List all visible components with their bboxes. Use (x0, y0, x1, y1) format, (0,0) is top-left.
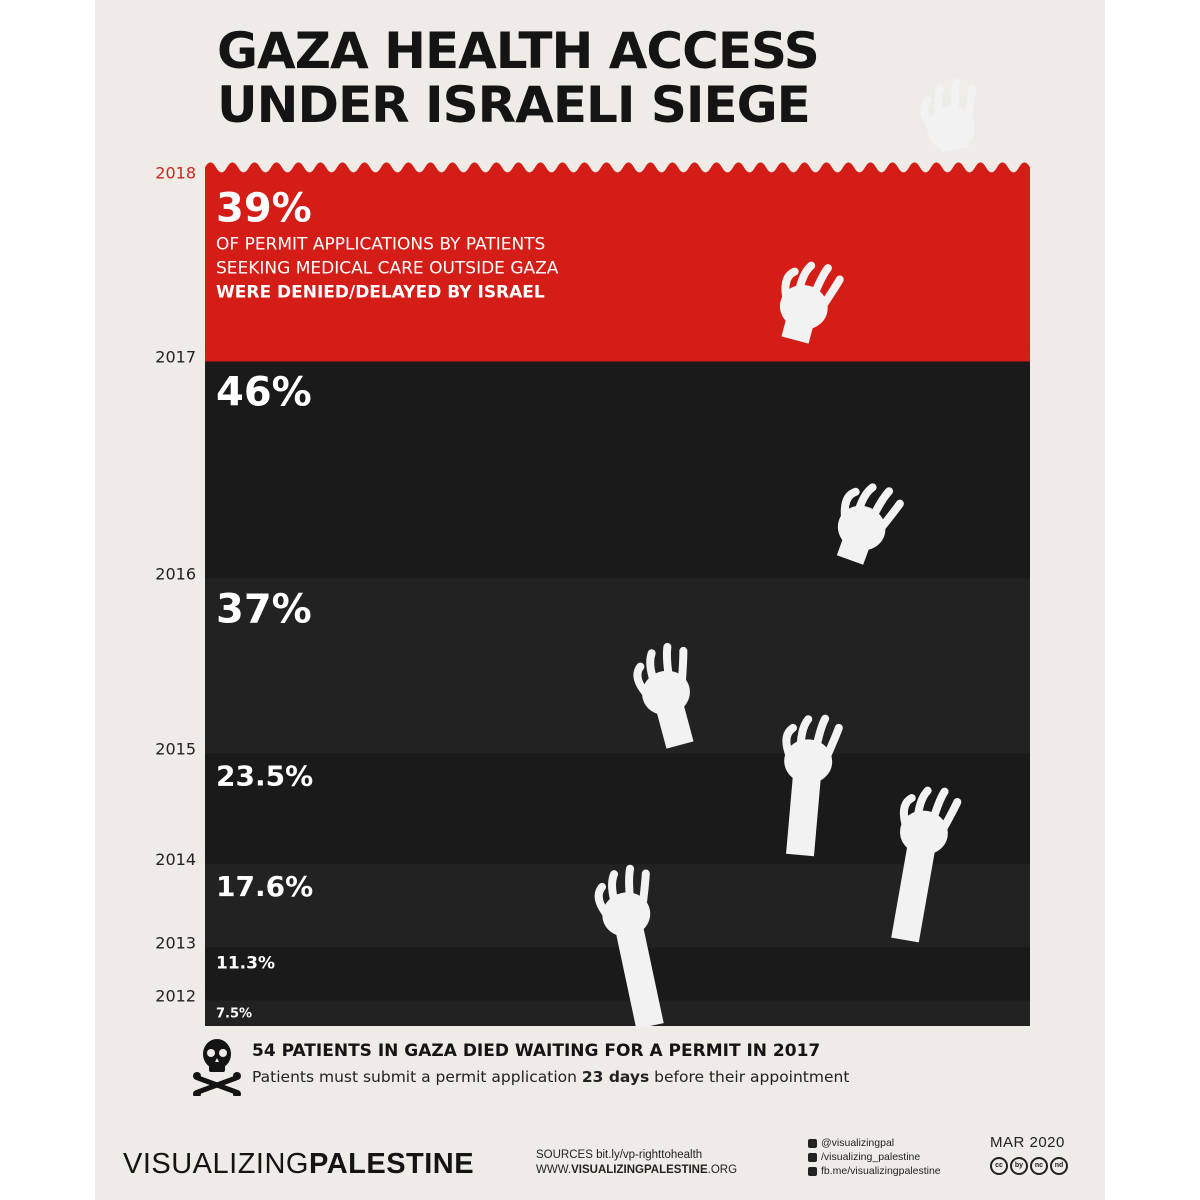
social-links: @visualizingpal /visualizing_palestine f… (808, 1136, 941, 1178)
value-label-2012: 7.5% (216, 1007, 252, 1022)
nc-icon: nc (1030, 1157, 1048, 1175)
annotation-line3: WERE DENIED/DELAYED BY ISRAEL (216, 282, 545, 302)
hand-icon (779, 261, 844, 344)
bar-2017 (205, 346, 1030, 579)
chart-title: GAZA HEALTH ACCESS UNDER ISRAELI SIEGE (217, 24, 977, 132)
permit-note: Patients must submit a permit applicatio… (252, 1068, 850, 1086)
cc-icon: cc (990, 1157, 1008, 1175)
deaths-headline: 54 PATIENTS IN GAZA DIED WAITING FOR A P… (252, 1041, 821, 1061)
nd-icon: nd (1050, 1157, 1068, 1175)
year-label-2017: 2017 (155, 348, 196, 367)
year-label-2016: 2016 (155, 565, 196, 584)
instagram-link[interactable]: /visualizing_palestine (808, 1150, 941, 1164)
value-label-2016: 37% (216, 587, 312, 633)
sources-block: SOURCES bit.ly/vp-righttohealth WWW.VISU… (536, 1148, 737, 1178)
title-line-1: GAZA HEALTH ACCESS (217, 22, 820, 80)
publish-date: MAR 2020 (990, 1134, 1065, 1151)
year-label-2014: 2014 (155, 850, 196, 869)
year-label-2012: 2012 (155, 987, 196, 1006)
facebook-icon (808, 1166, 817, 1176)
value-label-2014: 17.6% (216, 870, 313, 903)
website-link[interactable]: WWW.VISUALIZINGPALESTINE.ORG (536, 1164, 738, 1176)
license-icons: cc by nc nd (990, 1157, 1068, 1175)
value-label-2017: 46% (216, 370, 312, 416)
annotation-line1: OF PERMIT APPLICATIONS BY PATIENTS (216, 234, 545, 254)
hands-layer (594, 78, 977, 1029)
bar-2016 (205, 563, 1030, 754)
twitter-link[interactable]: @visualizingpal (808, 1136, 941, 1150)
year-label-2018: 2018 (155, 163, 196, 182)
title-line-2: UNDER ISRAELI SIEGE (217, 76, 811, 134)
instagram-icon (808, 1152, 817, 1162)
hand-icon (594, 864, 664, 1029)
hand-icon (920, 78, 977, 153)
value-label-2013: 11.3% (216, 953, 275, 973)
skull-crossbones-icon (193, 1039, 241, 1096)
facebook-link[interactable]: fb.me/visualizingpalestine (808, 1164, 941, 1178)
bar-2013 (205, 932, 1030, 1001)
hand-icon (782, 714, 843, 857)
annotation-line2: SEEKING MEDICAL CARE OUTSIDE GAZA (216, 258, 559, 278)
sources-link[interactable]: SOURCES bit.ly/vp-righttohealth (536, 1149, 703, 1161)
hand-icon (836, 483, 904, 565)
labels-layer: 2012 7.5% 2013 11.3% 2014 17.6% 2015 23.5% 2016 3… (155, 163, 558, 1021)
brand-logo: VISUALIZINGPALESTINE (123, 1148, 475, 1180)
hand-icon (633, 642, 694, 749)
by-icon: by (1010, 1157, 1028, 1175)
twitter-icon (808, 1138, 817, 1148)
year-label-2013: 2013 (155, 933, 196, 952)
value-label-2015: 23.5% (216, 759, 313, 792)
value-label-2018: 39% (216, 185, 312, 231)
hand-icon (891, 786, 962, 943)
year-label-2015: 2015 (155, 739, 196, 758)
